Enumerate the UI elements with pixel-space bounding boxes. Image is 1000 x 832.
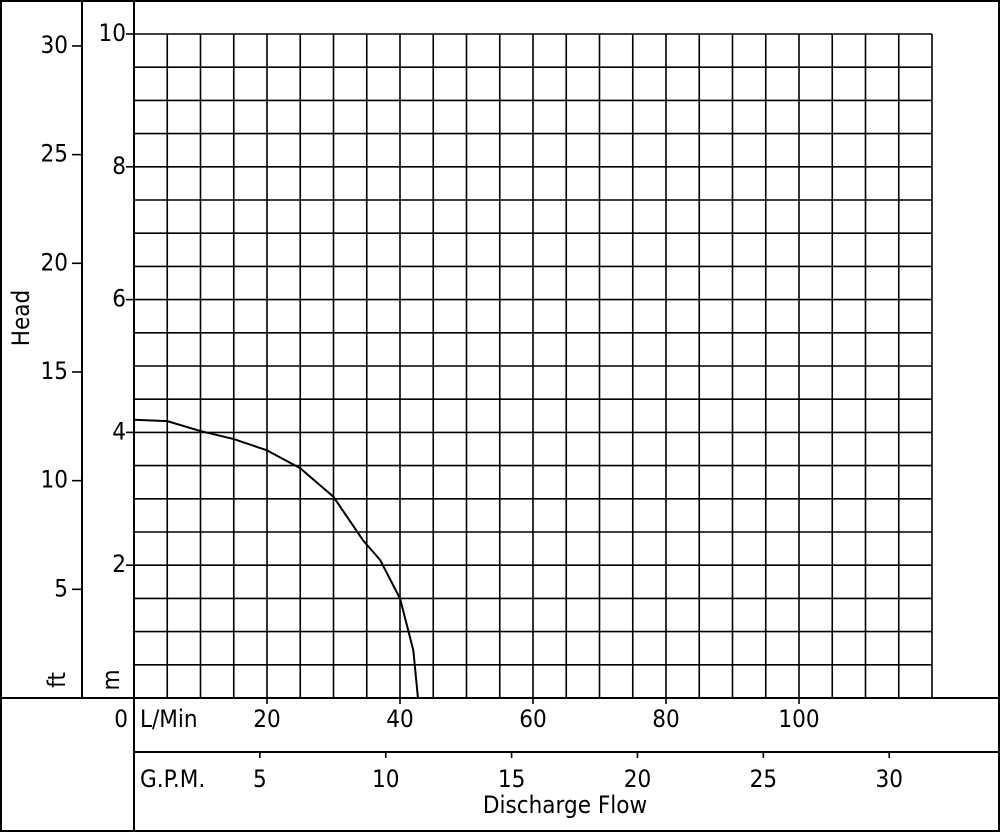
y-tick-label: 4 — [112, 417, 126, 445]
y2-tick-label: 30 — [41, 31, 68, 59]
x-tick-label: 20 — [253, 705, 280, 733]
x-tick-label: 0 — [114, 705, 128, 733]
x2-tick-label: 10 — [372, 765, 399, 793]
x-tick-label: 60 — [519, 705, 546, 733]
x2-tick-label: 5 — [253, 765, 267, 793]
y-tick-label: 6 — [112, 285, 126, 313]
y2-unit: ft — [43, 672, 71, 688]
x2-tick-label: 20 — [624, 765, 651, 793]
x2-tick-label: 30 — [875, 765, 902, 793]
x-tick-label: 100 — [778, 705, 819, 733]
x-axis-title: Discharge Flow — [483, 791, 647, 819]
x-tick-label: 40 — [386, 705, 413, 733]
x-tick-label: 80 — [652, 705, 679, 733]
y2-tick-label: 20 — [41, 248, 68, 276]
x2-tick-label: 25 — [750, 765, 777, 793]
y2-tick-label: 5 — [54, 574, 68, 602]
y-tick-label: 8 — [112, 152, 126, 180]
y-tick-label: 10 — [99, 19, 126, 47]
y-tick-label: 2 — [112, 550, 126, 578]
y2-tick-label: 10 — [41, 466, 68, 494]
y2-tick-label: 25 — [41, 140, 68, 168]
x-unit: L/Min — [140, 705, 198, 733]
x2-unit: G.P.M. — [140, 765, 205, 793]
x2-tick-label: 15 — [498, 765, 525, 793]
y-axis-title: Head — [7, 290, 35, 346]
y-unit: m — [97, 669, 125, 690]
y2-tick-label: 15 — [41, 357, 68, 385]
pump-curve — [133, 418, 419, 699]
